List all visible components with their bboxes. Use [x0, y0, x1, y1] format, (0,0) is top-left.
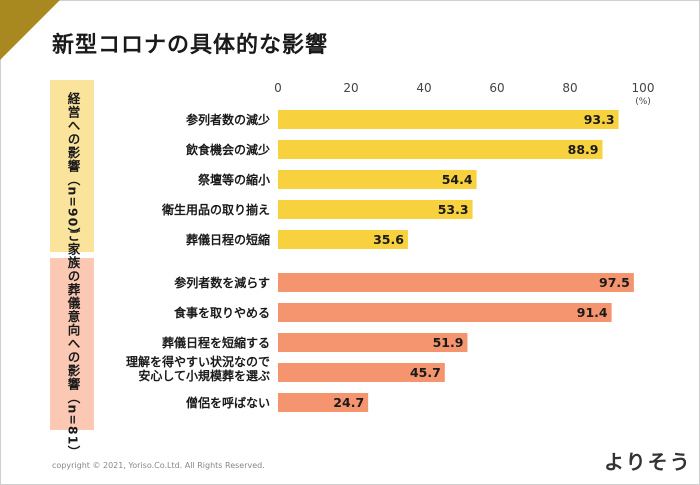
brand-logo: よりそう — [604, 450, 692, 474]
data-label: 35.6 — [373, 232, 404, 247]
page-title: 新型コロナの具体的な影響 — [52, 33, 329, 58]
bar — [278, 273, 634, 292]
category-label: 参列者数の減少 — [186, 112, 270, 127]
category-label: 参列者数を減らす — [174, 275, 270, 290]
bar — [278, 363, 445, 382]
data-label: 91.4 — [577, 305, 608, 320]
copyright-footer: copyright © 2021, Yoriso.Co.Ltd. All Rig… — [52, 461, 265, 470]
category-label: 祭壇等の縮小 — [197, 172, 270, 187]
group-label-box-family: ご家族の葬儀意向への影響（n=81） — [50, 229, 94, 459]
data-label: 51.9 — [433, 335, 464, 350]
x-tick-label: 40 — [416, 81, 431, 95]
x-tick-label: 0 — [274, 81, 282, 95]
x-tick-label: 100 — [632, 81, 655, 95]
bar — [278, 140, 603, 159]
x-unit-label: (%) — [635, 97, 651, 107]
bar — [278, 303, 612, 322]
group-label-box-management: 経営への影響（n=90） — [50, 80, 94, 252]
data-label: 53.3 — [438, 202, 469, 217]
data-label: 24.7 — [333, 395, 364, 410]
x-tick-label: 80 — [562, 81, 577, 95]
category-label: 理解を得やすい状況なので安心して小規模葬を選ぶ — [126, 354, 270, 383]
category-label: 葬儀日程を短縮する — [162, 335, 270, 350]
x-tick-label: 20 — [343, 81, 358, 95]
category-label: 飲食機会の減少 — [185, 142, 270, 157]
x-tick-label: 60 — [489, 81, 504, 95]
bar — [278, 393, 369, 412]
category-label: 僧侶を呼ばない — [186, 395, 270, 410]
bar — [278, 200, 473, 219]
category-label-line: 理解を得やすい状況なので — [126, 354, 270, 369]
bar — [278, 110, 619, 129]
bar — [278, 230, 408, 249]
group-label-family: ご家族の葬儀意向への影響（n=81） — [65, 229, 81, 459]
data-label: 97.5 — [599, 275, 630, 290]
data-label: 45.7 — [410, 365, 441, 380]
bar — [278, 170, 477, 189]
bar — [278, 333, 468, 352]
data-label: 93.3 — [584, 112, 615, 127]
category-label: 衛生用品の取り揃え — [161, 202, 270, 217]
group-label-management: 経営への影響（n=90） — [65, 91, 81, 241]
category-label: 食事を取りやめる — [173, 305, 270, 320]
category-label-line: 安心して小規模葬を選ぶ — [138, 368, 270, 383]
category-label: 葬儀日程の短縮 — [186, 232, 270, 247]
data-label: 88.9 — [568, 142, 599, 157]
data-label: 54.4 — [442, 172, 473, 187]
